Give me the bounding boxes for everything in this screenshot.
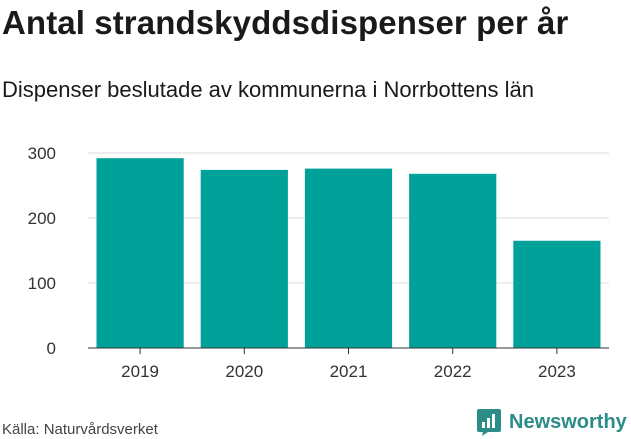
bar [409, 173, 497, 348]
bar [200, 169, 288, 348]
y-tick-label: 0 [47, 339, 56, 358]
bar [96, 158, 184, 348]
y-tick-label: 300 [28, 144, 56, 163]
source-note: Källa: Naturvårdsverket [2, 421, 158, 438]
bar [304, 168, 393, 348]
bar [513, 240, 601, 348]
brand-logo: Newsworthy [476, 406, 627, 438]
brand-name: Newsworthy [509, 410, 627, 433]
x-tick-label: 2020 [225, 362, 263, 381]
x-tick-label: 2021 [330, 362, 368, 381]
y-tick-label: 100 [28, 274, 56, 293]
bar-chart: 0 100 200 300 2019 2020 2021 2022 2023 [28, 144, 609, 381]
chart-title: Antal strandskyddsdispenser per år [2, 4, 569, 41]
y-tick-label: 200 [28, 209, 56, 228]
newsworthy-logo-icon [477, 409, 501, 436]
chart-subtitle: Dispenser beslutade av kommunerna i Norr… [2, 77, 534, 102]
x-tick-label: 2019 [121, 362, 159, 381]
x-tick-label: 2022 [434, 362, 472, 381]
x-tick-label: 2023 [538, 362, 576, 381]
